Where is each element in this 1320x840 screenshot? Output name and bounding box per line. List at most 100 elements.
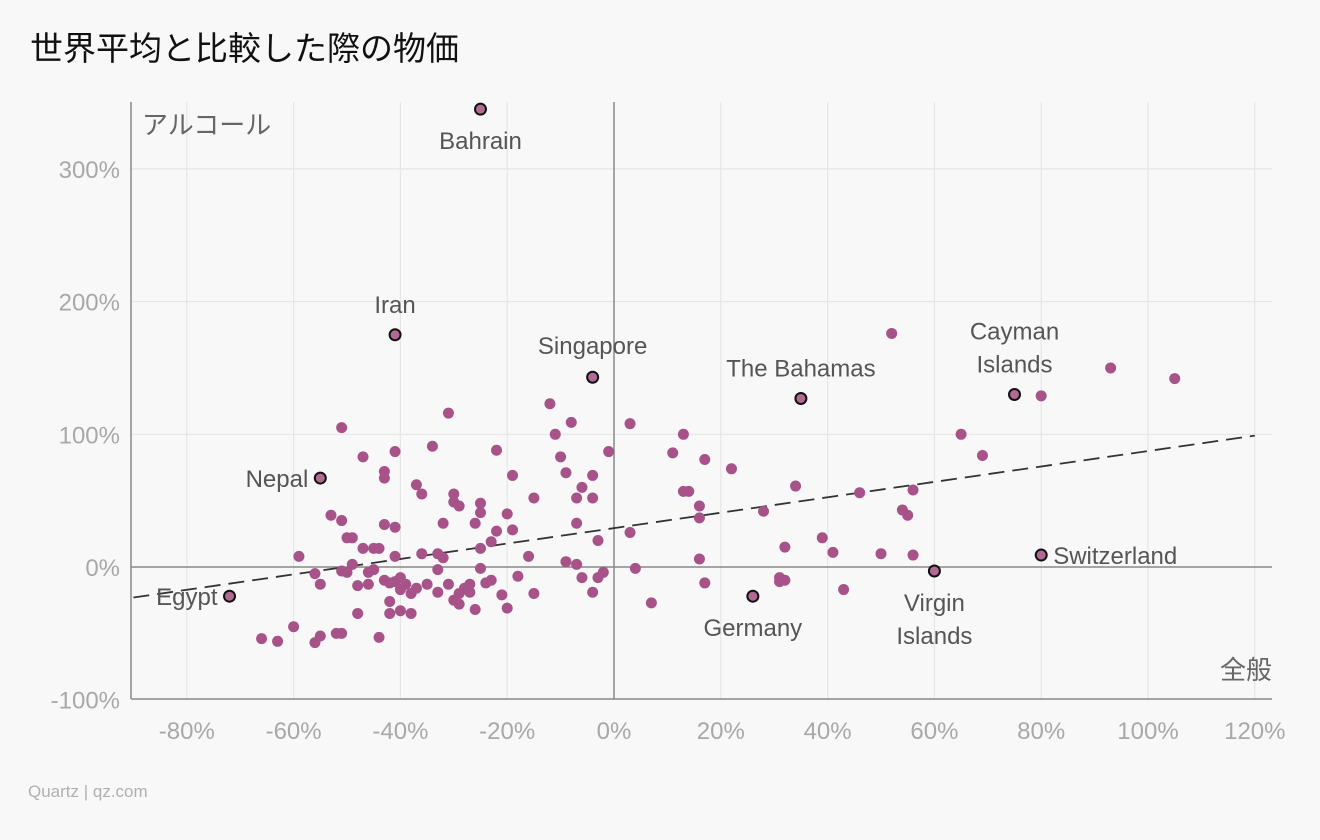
data-point bbox=[373, 631, 385, 643]
data-point bbox=[507, 469, 519, 481]
point-virgin-islands bbox=[927, 564, 941, 578]
label-switzerland: Switzerland bbox=[1053, 543, 1177, 570]
data-point bbox=[902, 509, 914, 521]
x-tick-label: 60% bbox=[910, 718, 958, 745]
source-credit: Quartz | qz.com bbox=[28, 782, 148, 801]
x-tick-label: 120% bbox=[1224, 718, 1285, 745]
data-point bbox=[597, 566, 609, 578]
data-point bbox=[624, 418, 636, 430]
data-point bbox=[507, 524, 519, 536]
label-iran: Iran bbox=[374, 292, 415, 319]
label-virgin-islands: Virgin bbox=[904, 590, 965, 617]
data-point bbox=[592, 534, 604, 546]
point-egypt bbox=[223, 589, 237, 603]
data-point bbox=[325, 509, 337, 521]
x-tick-label: -40% bbox=[372, 718, 428, 745]
data-point bbox=[362, 578, 374, 590]
data-point bbox=[693, 500, 705, 512]
label-singapore: Singapore bbox=[538, 333, 647, 360]
data-point bbox=[758, 505, 770, 517]
data-point bbox=[501, 508, 513, 520]
data-point bbox=[272, 635, 284, 647]
data-point bbox=[400, 578, 412, 590]
point-switzerland bbox=[1034, 548, 1048, 562]
data-point bbox=[555, 451, 567, 463]
data-point bbox=[314, 578, 326, 590]
point-germany bbox=[746, 589, 760, 603]
data-point bbox=[309, 568, 321, 580]
data-point bbox=[501, 602, 513, 614]
data-point bbox=[955, 428, 967, 440]
data-point bbox=[528, 492, 540, 504]
data-point bbox=[432, 586, 444, 598]
x-tick-label: 0% bbox=[597, 718, 632, 745]
x-axis-label: 全般 bbox=[1220, 656, 1272, 686]
data-point bbox=[560, 556, 572, 568]
data-point bbox=[667, 447, 679, 459]
label-germany: Germany bbox=[703, 615, 802, 642]
data-point bbox=[357, 542, 369, 554]
data-point bbox=[475, 507, 486, 519]
data-point bbox=[368, 564, 380, 576]
data-point bbox=[587, 492, 599, 504]
data-point bbox=[453, 500, 465, 512]
data-point bbox=[475, 497, 486, 509]
data-point bbox=[683, 485, 695, 497]
trend-line bbox=[133, 434, 1255, 599]
data-point bbox=[587, 469, 599, 481]
data-point bbox=[1105, 362, 1117, 374]
data-point bbox=[886, 327, 898, 339]
data-point bbox=[699, 454, 711, 466]
data-point bbox=[442, 578, 454, 590]
data-point bbox=[432, 564, 444, 576]
data-point bbox=[587, 586, 599, 598]
x-tick-label: -20% bbox=[479, 718, 535, 745]
data-point bbox=[693, 553, 705, 565]
data-point bbox=[352, 580, 364, 592]
data-point bbox=[256, 633, 268, 645]
data-point bbox=[410, 479, 422, 491]
data-point bbox=[603, 446, 615, 458]
data-point bbox=[437, 517, 449, 529]
data-point bbox=[357, 451, 369, 463]
data-point bbox=[448, 488, 460, 500]
x-tick-label: 80% bbox=[1017, 718, 1065, 745]
data-point bbox=[549, 428, 561, 440]
point-bahrain bbox=[474, 102, 487, 116]
data-point bbox=[528, 588, 540, 600]
data-point bbox=[405, 607, 417, 619]
label-bahrain: Bahrain bbox=[439, 128, 522, 155]
data-point bbox=[421, 578, 433, 590]
data-point bbox=[442, 407, 454, 419]
data-point bbox=[512, 570, 524, 582]
data-point bbox=[352, 607, 364, 619]
grid-lines bbox=[131, 102, 1272, 699]
data-point bbox=[571, 517, 583, 529]
data-point bbox=[437, 552, 449, 564]
data-point bbox=[565, 416, 577, 428]
data-point bbox=[336, 627, 348, 639]
data-point bbox=[629, 562, 641, 574]
data-point bbox=[523, 550, 535, 562]
data-point bbox=[475, 542, 486, 554]
data-point bbox=[544, 398, 556, 410]
data-point bbox=[779, 574, 791, 586]
data-point bbox=[346, 558, 358, 570]
data-points bbox=[256, 327, 1181, 649]
label-cayman-islands: Islands bbox=[976, 351, 1052, 378]
data-point bbox=[827, 546, 839, 558]
highlighted-points bbox=[223, 102, 1048, 603]
y-tick-label: -100% bbox=[51, 688, 120, 715]
y-tick-label: 0% bbox=[85, 555, 120, 582]
data-point bbox=[725, 463, 737, 475]
data-point bbox=[571, 558, 583, 570]
point-singapore bbox=[586, 370, 600, 384]
chart-title: 世界平均と比較した際の物価 bbox=[30, 29, 459, 68]
data-point bbox=[496, 589, 508, 601]
point-iran bbox=[388, 328, 402, 342]
point-the-bahamas bbox=[794, 391, 808, 405]
data-point bbox=[907, 549, 919, 561]
label-virgin-islands: Islands bbox=[896, 623, 972, 650]
y-tick-labels: 300% 200% 100% 0% -100% bbox=[51, 157, 120, 715]
data-point bbox=[838, 584, 850, 596]
